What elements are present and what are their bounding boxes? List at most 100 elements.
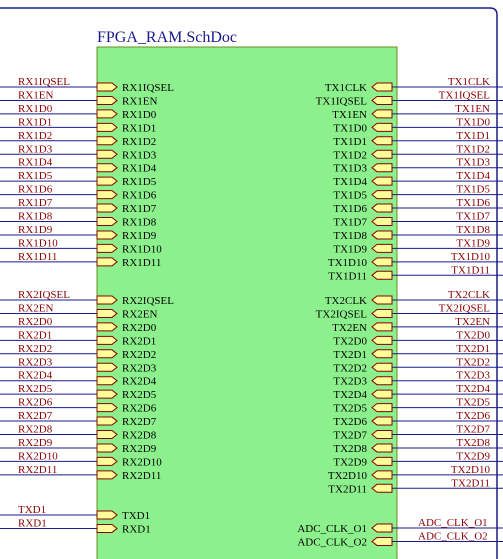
net-label: RX1D5 xyxy=(18,170,53,182)
net-label: RX1D2 xyxy=(18,130,52,142)
port xyxy=(371,362,393,372)
port xyxy=(371,95,393,105)
net-label: TX1D4 xyxy=(456,170,490,182)
net-label: TX2D5 xyxy=(456,397,490,409)
net-label: RX2D4 xyxy=(18,370,53,382)
net-label: RX1EN xyxy=(18,89,54,101)
net-label: RX2D3 xyxy=(18,356,53,368)
pin-label: TX1D9 xyxy=(333,243,367,255)
port xyxy=(371,430,393,439)
net-label: TX1D8 xyxy=(456,224,490,236)
net-label: TX2EN xyxy=(455,316,490,328)
pin-label: RX2D11 xyxy=(122,470,161,482)
port xyxy=(371,203,393,213)
port xyxy=(96,416,118,426)
port xyxy=(96,403,118,413)
port xyxy=(371,308,393,318)
port xyxy=(371,456,393,466)
net-label: RX2D11 xyxy=(18,464,57,476)
net-label: RX2D8 xyxy=(18,424,53,436)
net-label: RX2D7 xyxy=(18,410,53,422)
pin-label: TX2D5 xyxy=(333,403,367,415)
pin-label: RX2D8 xyxy=(122,430,157,442)
net-label: TX1D0 xyxy=(456,116,490,128)
pin-label: TX1D5 xyxy=(333,190,367,202)
sheet-title: FPGA_RAM.SchDoc xyxy=(97,29,237,46)
port xyxy=(96,82,118,92)
port xyxy=(96,335,118,345)
net-label: RX1D10 xyxy=(18,237,58,249)
net-label: RX1D6 xyxy=(18,184,53,196)
net-label: RX1D0 xyxy=(18,103,53,115)
port xyxy=(96,190,118,200)
port xyxy=(96,430,118,439)
net-label: TX1D6 xyxy=(456,197,490,209)
port xyxy=(371,536,393,546)
port xyxy=(96,443,118,453)
port xyxy=(96,470,118,480)
pin-label: TX1D10 xyxy=(328,257,368,269)
net-label: RX1D9 xyxy=(18,224,53,236)
net-label: TX2D1 xyxy=(456,343,490,355)
pin-label: TX2D10 xyxy=(328,470,368,482)
net-label: RX1D8 xyxy=(18,211,53,223)
port xyxy=(96,243,118,253)
net-label: RX2D5 xyxy=(18,383,53,395)
pin-label: TX2D6 xyxy=(333,416,367,428)
net-label: RX1D1 xyxy=(18,116,52,128)
pin-label: TX1D0 xyxy=(333,122,367,134)
port xyxy=(96,136,118,146)
pin-label: ADC_CLK_O2 xyxy=(297,536,367,548)
port xyxy=(371,523,393,533)
net-label: TX1EN xyxy=(455,103,490,115)
pin-label: TX2D11 xyxy=(328,483,367,495)
net-label: TX2D11 xyxy=(451,477,490,489)
net-label: TX1D2 xyxy=(456,143,490,155)
pin-label: TX2CLK xyxy=(325,295,367,307)
pin-label: RX2EN xyxy=(122,308,158,320)
pin-label: TX1D6 xyxy=(333,203,367,215)
port xyxy=(96,295,118,305)
net-label: TX2D8 xyxy=(456,437,490,449)
pin-label: RX1D11 xyxy=(122,257,161,269)
net-label: TX1D5 xyxy=(456,184,490,196)
net-label: TX1CLK xyxy=(448,76,490,88)
net-label: RX2D1 xyxy=(18,329,52,341)
net-label: TX2CLK xyxy=(448,289,490,301)
pin-label: TX1D8 xyxy=(333,230,367,242)
pin-label: RX1D5 xyxy=(122,176,157,188)
net-label: RX2D6 xyxy=(18,397,53,409)
port xyxy=(96,217,118,226)
port xyxy=(371,349,393,359)
net-label: TX2D6 xyxy=(456,410,490,422)
port xyxy=(96,510,118,520)
net-label: RXD1 xyxy=(18,517,47,529)
port xyxy=(371,403,393,413)
net-label: RX1D7 xyxy=(18,197,53,209)
pin-label: TX2D3 xyxy=(333,376,367,388)
port xyxy=(96,95,118,105)
component-block xyxy=(96,46,398,559)
pin-label: RX1D7 xyxy=(122,203,157,215)
port xyxy=(371,295,393,305)
port xyxy=(371,122,393,132)
net-label: ADC_CLK_O2 xyxy=(418,530,488,542)
pin-label: TX2D9 xyxy=(333,456,367,468)
pin-label: TX2IQSEL xyxy=(316,308,368,320)
net-label: RX2D9 xyxy=(18,437,53,449)
pin-label: TX1EN xyxy=(332,109,367,121)
port xyxy=(96,322,118,332)
net-label: TX1D7 xyxy=(456,211,490,223)
port xyxy=(371,389,393,399)
net-label: TX2D4 xyxy=(456,383,490,395)
pin-label: TX2D0 xyxy=(333,335,367,347)
pin-label: RX1IQSEL xyxy=(122,82,174,94)
port xyxy=(371,163,393,173)
pin-label: RX1D4 xyxy=(122,163,157,175)
port xyxy=(96,203,118,213)
net-label: TX2IQSEL xyxy=(439,302,491,314)
port xyxy=(96,362,118,372)
net-label: TX2D7 xyxy=(456,424,490,436)
net-label: RX2IQSEL xyxy=(18,289,70,301)
port xyxy=(96,230,118,240)
